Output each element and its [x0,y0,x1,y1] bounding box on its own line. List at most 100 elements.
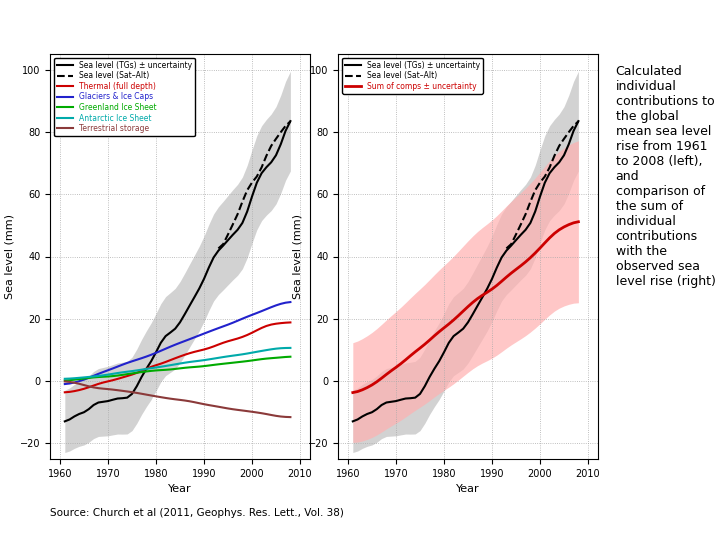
Thermal (full depth) [243,332,251,338]
Greenland Ice Sheet [147,368,156,374]
Sea level (TGs) ± uncertainty [89,402,98,408]
Terrestrial storage [243,408,251,414]
Sea level (TGs) ± uncertainty [94,399,103,406]
Line: Sea level (Sat–Alt): Sea level (Sat–Alt) [218,122,290,248]
Glaciers & Ice Caps [267,304,276,310]
Sea level (TGs) ± uncertainty [238,220,247,226]
Antarctic Ice Sheet [219,354,228,360]
Greenland Ice Sheet [286,354,294,360]
Thermal (full depth) [75,387,84,393]
Terrestrial storage [181,397,189,404]
Antarctic Ice Sheet [171,361,179,368]
Terrestrial storage [219,404,228,411]
Terrestrial storage [138,390,146,397]
Sea level (TGs) ± uncertainty [176,319,184,326]
Terrestrial storage [60,378,69,384]
Glaciers & Ice Caps [195,332,204,339]
Sea level (TGs) ± uncertainty [118,395,127,401]
Antarctic Ice Sheet [118,369,127,376]
Antarctic Ice Sheet [238,351,247,357]
Terrestrial storage [147,392,156,399]
Greenland Ice Sheet [109,373,117,379]
Greenland Ice Sheet [127,370,136,377]
Greenland Ice Sheet [84,375,93,381]
Glaciers & Ice Caps [253,310,261,316]
Thermal (full depth) [176,353,184,360]
Sea level (TGs) ± uncertainty [228,232,237,238]
Terrestrial storage [190,399,199,406]
Greenland Ice Sheet [233,359,242,366]
Terrestrial storage [161,395,170,401]
Greenland Ice Sheet [113,372,122,379]
Sea level (TGs) ± uncertainty [70,413,78,420]
Terrestrial storage [84,383,93,389]
Greenland Ice Sheet [80,375,89,382]
Terrestrial storage [156,394,165,400]
Sea level (Sat–Alt) [267,143,276,149]
Terrestrial storage [142,392,150,398]
Thermal (full depth) [104,378,112,384]
Antarctic Ice Sheet [204,356,213,363]
Terrestrial storage [75,381,84,387]
Antarctic Ice Sheet [276,345,285,352]
Sea level (Sat–Alt) [286,118,294,125]
Antarctic Ice Sheet [89,373,98,380]
Glaciers & Ice Caps [161,346,170,352]
Antarctic Ice Sheet [262,347,271,353]
Terrestrial storage [210,403,218,409]
Antarctic Ice Sheet [147,365,156,372]
Sea level (TGs) ± uncertainty [127,390,136,397]
Glaciers & Ice Caps [132,356,141,363]
Greenland Ice Sheet [132,369,141,376]
Terrestrial storage [166,395,175,402]
Greenland Ice Sheet [253,356,261,363]
Thermal (full depth) [224,338,233,345]
Glaciers & Ice Caps [171,341,179,348]
Antarctic Ice Sheet [257,348,266,354]
Antarctic Ice Sheet [286,345,294,351]
Line: Antarctic Ice Sheet: Antarctic Ice Sheet [65,348,290,379]
Thermal (full depth) [166,357,175,363]
Antarctic Ice Sheet [152,364,161,371]
Glaciers & Ice Caps [282,300,290,306]
Sea level (Sat–Alt) [233,211,242,218]
Thermal (full depth) [147,363,156,370]
Greenland Ice Sheet [176,365,184,372]
Thermal (full depth) [138,368,146,374]
Glaciers & Ice Caps [190,334,199,341]
Antarctic Ice Sheet [166,362,175,368]
Sea level (Sat–Alt) [224,231,233,238]
Antarctic Ice Sheet [104,372,112,378]
Greenland Ice Sheet [171,366,179,372]
Greenland Ice Sheet [118,372,127,378]
Greenland Ice Sheet [152,367,161,374]
Terrestrial storage [204,402,213,408]
Thermal (full depth) [286,319,294,326]
Greenland Ice Sheet [276,354,285,361]
Thermal (full depth) [185,350,194,356]
Sea level (TGs) ± uncertainty [161,333,170,339]
Greenland Ice Sheet [228,360,237,366]
Glaciers & Ice Caps [123,360,132,366]
Sea level (Sat–Alt) [243,187,251,193]
Glaciers & Ice Caps [248,312,256,318]
Terrestrial storage [171,396,179,402]
Sea level (TGs) ± uncertainty [267,159,276,166]
Glaciers & Ice Caps [276,301,285,307]
Terrestrial storage [214,403,222,410]
Terrestrial storage [104,386,112,393]
Antarctic Ice Sheet [138,367,146,373]
Antarctic Ice Sheet [70,375,78,381]
Thermal (full depth) [94,381,103,387]
Glaciers & Ice Caps [142,353,150,360]
Greenland Ice Sheet [224,360,233,367]
Greenland Ice Sheet [94,374,103,380]
Line: Terrestrial storage: Terrestrial storage [65,381,290,417]
Sea level (TGs) ± uncertainty [219,242,228,249]
Antarctic Ice Sheet [109,370,117,377]
Antarctic Ice Sheet [271,346,280,352]
Glaciers & Ice Caps [60,381,69,387]
Thermal (full depth) [109,377,117,383]
Antarctic Ice Sheet [132,367,141,374]
Antarctic Ice Sheet [161,363,170,369]
